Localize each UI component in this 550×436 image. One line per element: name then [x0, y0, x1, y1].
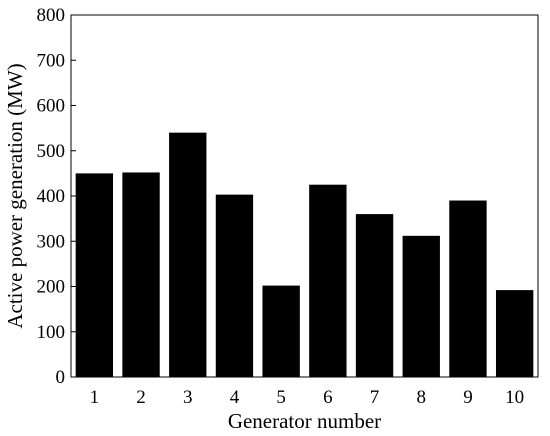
- bar-generator-2: [122, 172, 160, 377]
- x-tick-label: 9: [463, 387, 473, 408]
- y-tick-label: 800: [37, 5, 66, 26]
- bar-generator-3: [169, 132, 207, 377]
- y-tick-label: 700: [37, 50, 66, 71]
- x-tick-label: 10: [505, 387, 524, 408]
- x-tick-label: 6: [323, 387, 333, 408]
- y-axis-title: Active power generation (MW): [3, 63, 27, 328]
- y-tick-label: 100: [37, 322, 66, 343]
- x-axis-ticks: 1 2 3 4 5 6 7 8 9 10: [90, 372, 524, 408]
- x-tick-label: 7: [370, 387, 380, 408]
- x-axis-title: Generator number: [228, 409, 381, 433]
- bar-generator-4: [215, 194, 254, 377]
- y-tick-label: 0: [56, 367, 66, 388]
- x-tick-label: 4: [230, 387, 240, 408]
- bar-generator-6: [309, 184, 347, 377]
- bar-generator-8: [402, 235, 440, 377]
- y-tick-label: 500: [37, 141, 66, 162]
- y-tick-label: 200: [37, 277, 66, 298]
- x-tick-label: 2: [136, 387, 146, 408]
- x-tick-label: 3: [183, 387, 193, 408]
- x-tick-label: 8: [417, 387, 427, 408]
- bars-group: [75, 132, 534, 378]
- y-tick-label: 600: [37, 96, 66, 117]
- bar-generator-10: [495, 290, 534, 377]
- bar-generator-5: [262, 285, 300, 377]
- bar-generator-1: [75, 173, 114, 378]
- x-tick-label: 1: [90, 387, 100, 408]
- y-tick-label: 300: [37, 231, 66, 252]
- x-tick-label: 5: [276, 387, 286, 408]
- bar-generator-9: [449, 200, 487, 377]
- y-axis-ticks: 0 100 200 300 400 500 600 700 800: [37, 5, 76, 388]
- bar-generator-7: [355, 214, 394, 377]
- y-tick-label: 400: [37, 186, 66, 207]
